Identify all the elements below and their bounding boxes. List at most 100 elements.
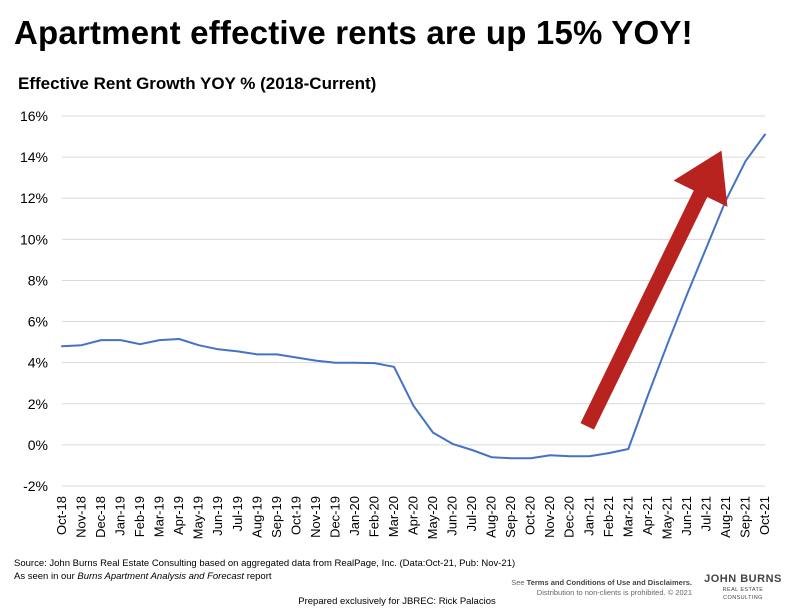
- john-burns-logo: JOHN BURNS REAL ESTATE CONSULTING: [704, 573, 782, 601]
- x-tick-label: Dec-18: [93, 496, 108, 538]
- y-tick-label: 2%: [28, 396, 48, 412]
- x-tick-label: Aug-21: [718, 496, 733, 538]
- source-note: Source: John Burns Real Estate Consultin…: [14, 557, 515, 583]
- data-point: [627, 448, 630, 450]
- data-point: [217, 348, 220, 351]
- x-tick-label: Jul-21: [698, 496, 713, 531]
- x-tick-label: Mar-20: [386, 496, 401, 537]
- data-point: [744, 160, 747, 163]
- data-point: [568, 455, 571, 457]
- data-point: [647, 394, 649, 397]
- x-tick-label: Aug-20: [484, 496, 499, 538]
- headline: Apartment effective rents are up 15% YOY…: [14, 14, 693, 51]
- x-tick-label: Apr-19: [171, 496, 186, 535]
- data-point: [256, 353, 259, 356]
- x-tick-label: Oct-18: [54, 496, 69, 535]
- data-point: [607, 452, 610, 454]
- x-tick-label: Jul-19: [230, 496, 245, 531]
- data-point: [61, 345, 63, 348]
- seen-in-line: As seen in our Burns Apartment Analysis …: [14, 570, 515, 583]
- x-tick-label: Jul-20: [464, 496, 479, 531]
- data-point: [119, 339, 122, 341]
- x-tick-label: Nov-19: [308, 496, 323, 538]
- seen-suffix: report: [244, 571, 272, 582]
- x-tick-label: May-21: [659, 496, 674, 539]
- x-tick-label: Oct-19: [288, 496, 303, 535]
- y-tick-label: 16%: [20, 108, 48, 124]
- data-point: [373, 362, 376, 364]
- data-point: [549, 454, 551, 456]
- data-point: [315, 359, 317, 362]
- x-tick-label: Apr-21: [640, 496, 655, 535]
- x-tick-label: Mar-19: [152, 496, 167, 537]
- y-tick-label: 12%: [20, 190, 48, 206]
- x-axis-ticks: Oct-18 Nov-18 Dec-18 Jan-19 Feb-19 Mar-19 Apr-…: [54, 496, 772, 539]
- data-point: [705, 246, 708, 249]
- prepared-for: Prepared exclusively for JBREC: Rick Pal…: [298, 596, 496, 607]
- data-point: [139, 343, 141, 345]
- data-point: [510, 457, 512, 460]
- series-line: [61, 133, 766, 460]
- data-point: [725, 199, 727, 202]
- x-tick-label: Apr-20: [406, 496, 421, 535]
- data-point: [178, 338, 180, 340]
- x-tick-label: Feb-21: [601, 496, 616, 537]
- data-point: [80, 344, 83, 346]
- growth-arrow: [580, 150, 728, 430]
- x-tick-label: Nov-18: [74, 496, 89, 538]
- data-point: [295, 356, 298, 359]
- data-point: [764, 133, 766, 136]
- data-point: [666, 343, 669, 345]
- source-line: Source: John Burns Real Estate Consultin…: [14, 558, 516, 569]
- data-point: [100, 339, 102, 341]
- data-point: [686, 294, 688, 296]
- data-point: [197, 344, 200, 346]
- disclaimer-see: See: [511, 578, 527, 587]
- x-tick-label: May-19: [191, 496, 206, 539]
- distribution-note: Distribution to non-clients is prohibite…: [536, 588, 692, 597]
- x-tick-label: Jan-19: [113, 496, 128, 536]
- data-point: [412, 405, 415, 407]
- data-point: [490, 456, 493, 459]
- terms-link[interactable]: Terms and Conditions of Use and Disclaim…: [526, 578, 692, 587]
- disclaimer: See Terms and Conditions of Use and Disc…: [511, 578, 692, 598]
- x-tick-label: May-20: [425, 496, 440, 539]
- x-tick-label: Oct-21: [757, 496, 772, 535]
- y-tick-label: 14%: [20, 149, 48, 165]
- x-tick-label: Dec-20: [562, 496, 577, 538]
- x-tick-label: Feb-19: [132, 496, 147, 537]
- data-point: [393, 365, 395, 368]
- y-tick-label: 10%: [20, 231, 48, 247]
- data-point: [529, 457, 532, 460]
- grid-layer: [62, 115, 765, 487]
- x-tick-label: Nov-20: [542, 496, 557, 538]
- x-tick-label: Oct-20: [523, 496, 538, 535]
- annotation-layer: [580, 150, 728, 430]
- x-tick-label: Jun-21: [679, 496, 694, 536]
- data-point: [451, 443, 454, 445]
- x-tick-label: Dec-19: [327, 496, 342, 538]
- data-point: [276, 353, 278, 356]
- y-tick-label: 4%: [28, 355, 48, 371]
- logo-tagline: REAL ESTATE CONSULTING: [722, 587, 764, 601]
- series-layer: [61, 133, 766, 460]
- x-tick-label: Jun-19: [210, 496, 225, 536]
- y-tick-label: 0%: [28, 437, 48, 453]
- x-tick-label: Jan-21: [581, 496, 596, 536]
- x-tick-label: Jun-20: [445, 496, 460, 536]
- data-point: [354, 361, 356, 364]
- data-point: [158, 339, 161, 341]
- x-tick-label: Sep-20: [503, 496, 518, 538]
- data-point: [471, 449, 473, 451]
- x-tick-label: Feb-20: [366, 496, 381, 537]
- data-point: [588, 455, 591, 457]
- chart-title: Effective Rent Growth YOY % (2018-Curren…: [18, 74, 377, 93]
- data-point: [334, 361, 337, 364]
- report-name: Burns Apartment Analysis and Forecast: [77, 571, 245, 582]
- x-tick-label: Mar-21: [620, 496, 635, 537]
- y-tick-label: -2%: [23, 478, 48, 494]
- data-point: [236, 350, 239, 353]
- y-axis-ticks: -2% 0% 2% 4% 6% 8% 10% 12% 14% 16%: [20, 108, 48, 494]
- y-tick-label: 6%: [28, 314, 48, 330]
